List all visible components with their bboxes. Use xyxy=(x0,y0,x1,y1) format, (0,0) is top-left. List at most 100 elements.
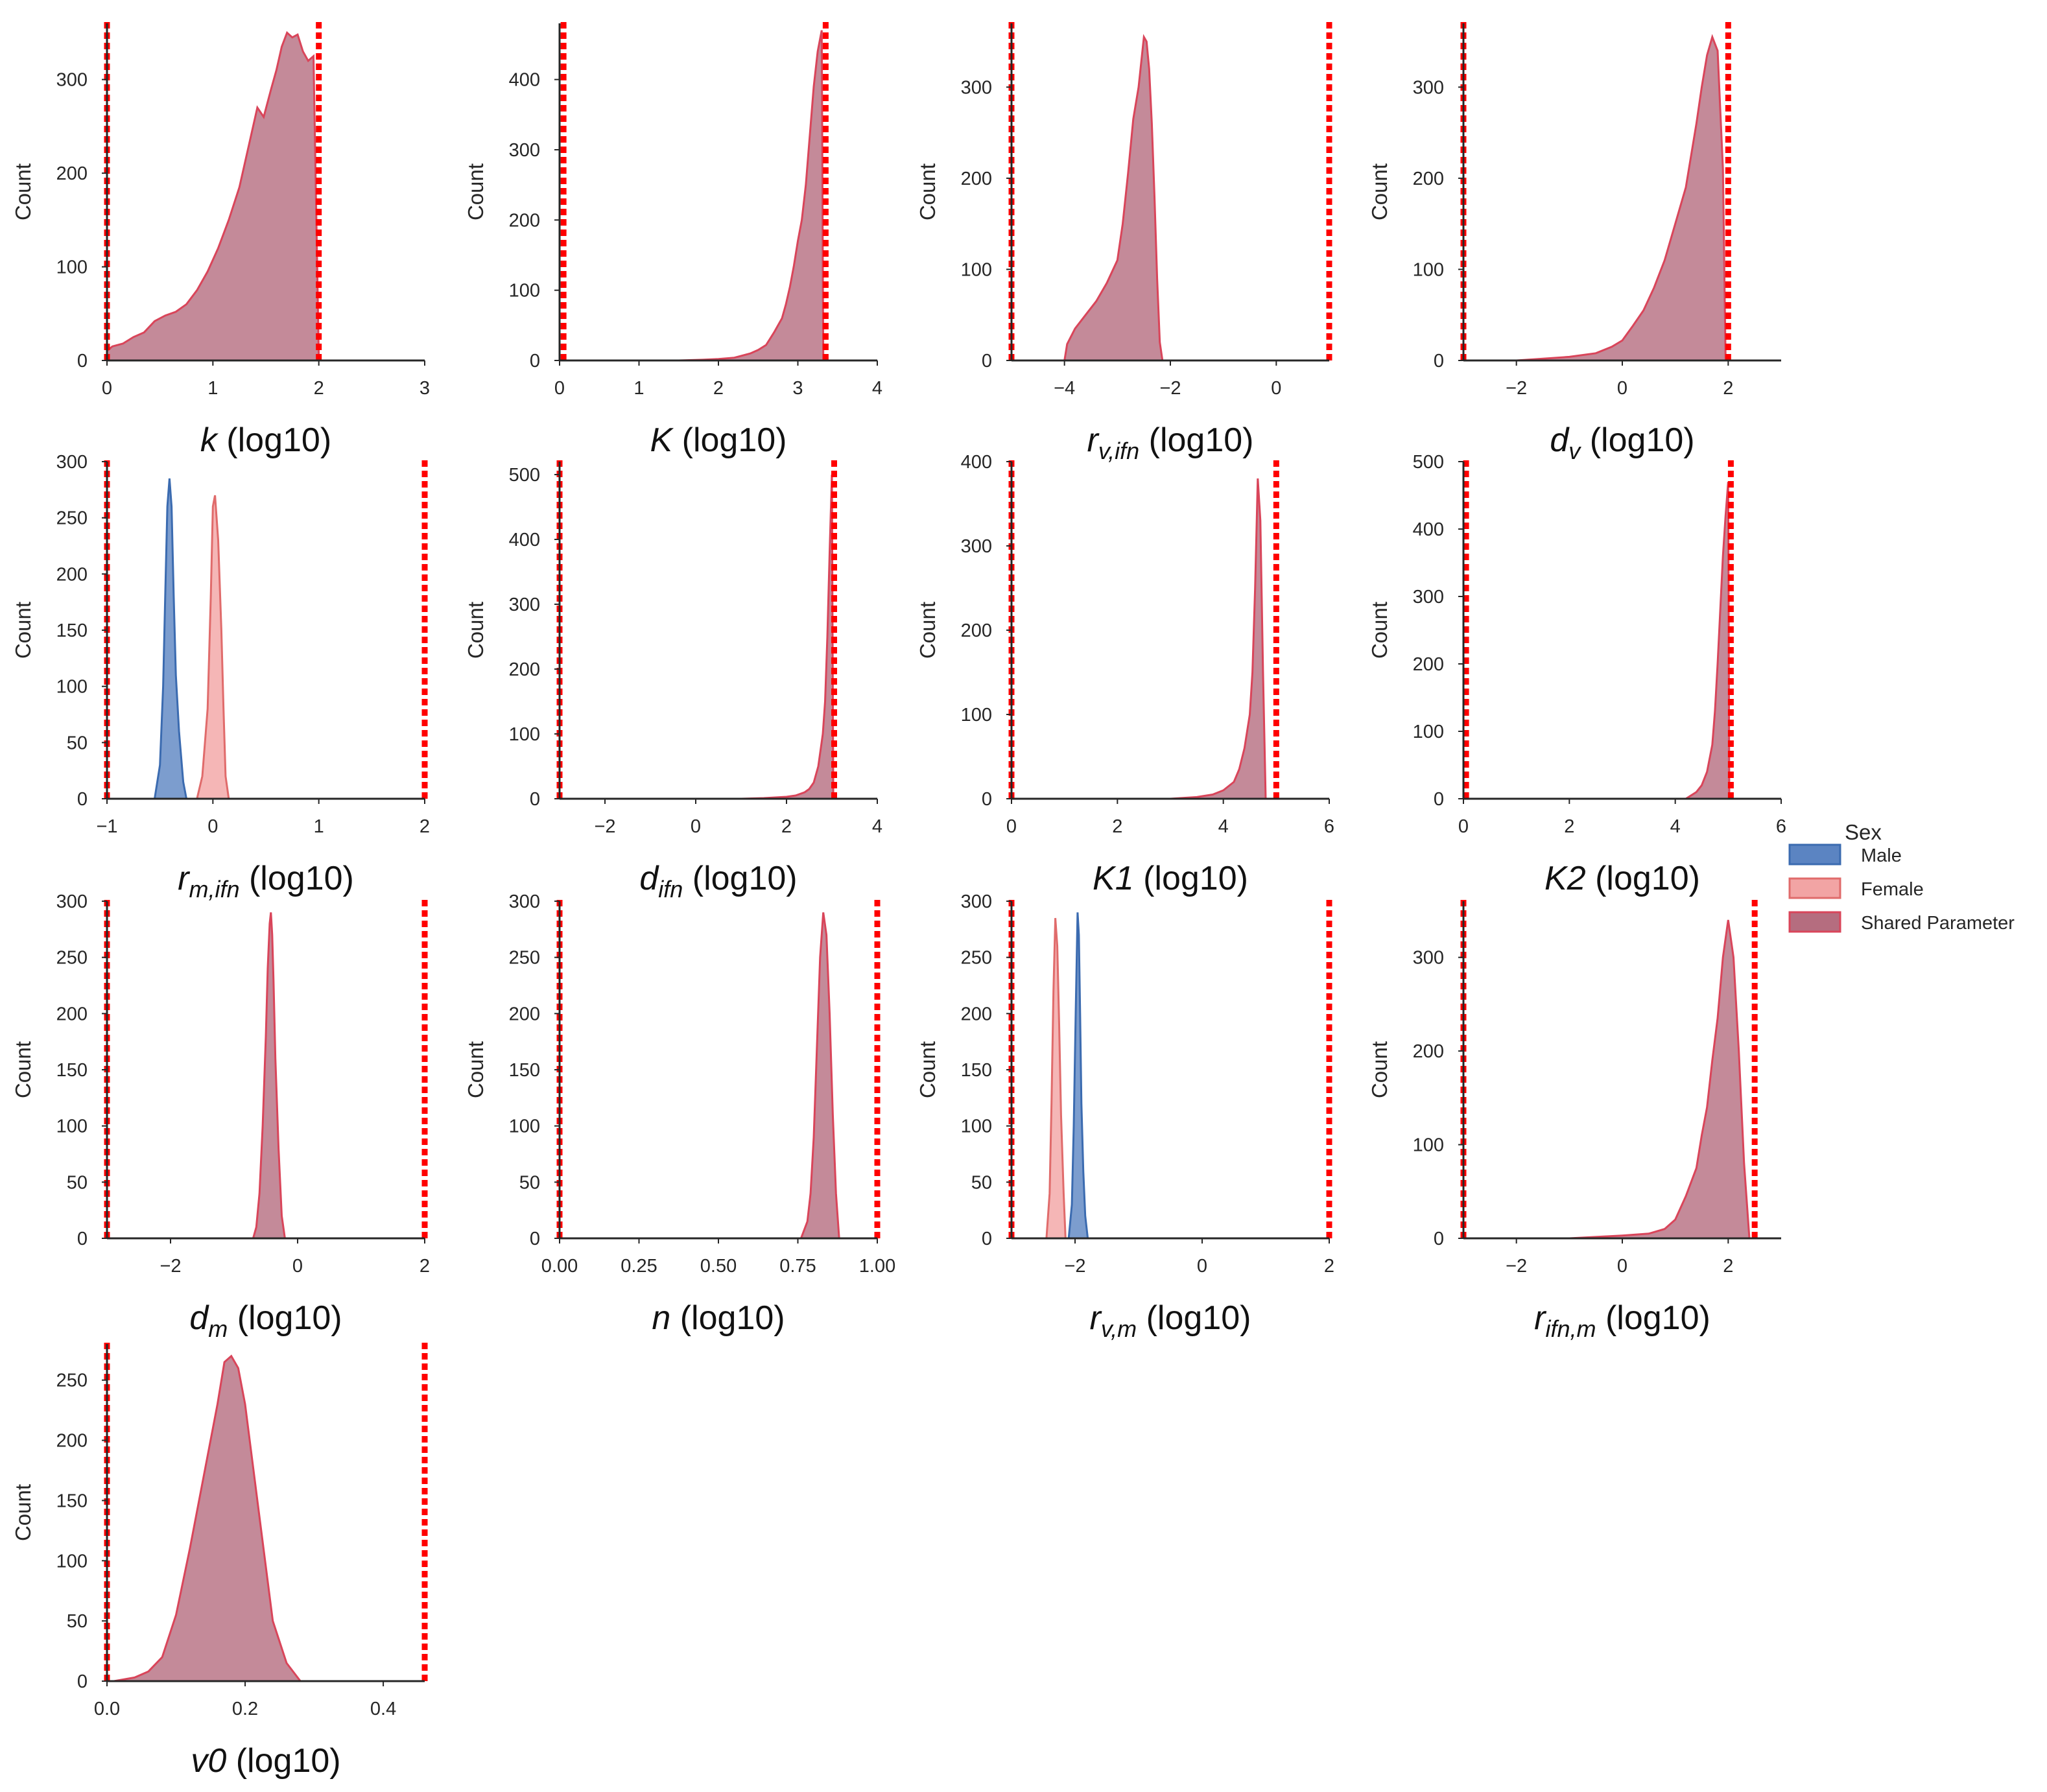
y-tick-label-v0-5: 250 xyxy=(56,1371,88,1391)
y-tick-label-n-1: 50 xyxy=(519,1172,540,1193)
x-axis-title-n: n (log10) xyxy=(652,1299,785,1337)
y-tick-label-r_m_ifn-3: 150 xyxy=(56,620,88,641)
y-tick-label-K2-5: 500 xyxy=(1413,452,1444,473)
y-tick-label-d_m-2: 100 xyxy=(56,1116,88,1137)
y-tick-label-n-4: 200 xyxy=(509,1004,540,1024)
legend-entry-shared: Shared Parameter xyxy=(1788,911,2015,934)
x-axis-title-suffix-v0: (log10) xyxy=(226,1742,340,1780)
y-tick-label-r_v_m-3: 150 xyxy=(961,1060,992,1081)
y-tick-label-d_v-2: 200 xyxy=(1413,169,1444,189)
x-tick-label-d_m-2: 2 xyxy=(420,1256,430,1277)
x-tick-label-d_v-1: 0 xyxy=(1617,378,1627,399)
y-tick-label-r_m_ifn-0: 0 xyxy=(77,789,88,810)
x-axis-title-suffix-d_v: (log10) xyxy=(1580,421,1694,459)
y-tick-label-r_v_m-4: 200 xyxy=(961,1004,992,1024)
y-axis-title-r_v_m: Count xyxy=(916,1041,940,1098)
x-axis-title-d_m: dm (log10) xyxy=(189,1299,342,1342)
y-tick-label-K2-1: 100 xyxy=(1413,722,1444,742)
y-tick-label-r_v_m-0: 0 xyxy=(982,1229,992,1249)
panel-d_ifn: −2 0 2 4 0 100 200 300 400 500 Count difn (log10) xyxy=(464,460,882,902)
x-tick-label-K2-1: 2 xyxy=(1564,816,1574,837)
y-tick-label-K-3: 300 xyxy=(509,140,540,161)
y-tick-label-r_m_ifn-1: 50 xyxy=(67,733,88,753)
x-tick-label-K-0: 0 xyxy=(554,378,565,399)
panel-K1: 0 2 4 6 0 100 200 300 400 Count K1 (log10) xyxy=(916,452,1334,897)
legend-swatch-male xyxy=(1788,843,1841,866)
x-axis-title-suffix-r_v_ifn: (log10) xyxy=(1139,421,1253,459)
y-tick-label-K2-0: 0 xyxy=(1434,789,1444,810)
x-axis-title-symbol-v0: v0 xyxy=(191,1742,226,1780)
legend-swatch-shared xyxy=(1788,911,1841,933)
y-tick-label-n-3: 150 xyxy=(509,1060,540,1081)
x-tick-label-r_ifn_m-1: 0 xyxy=(1617,1256,1627,1277)
series-area-v0-shared xyxy=(113,1354,303,1682)
x-axis-title-symbol-r_ifn_m: r xyxy=(1534,1299,1547,1337)
x-tick-label-d_v-0: −2 xyxy=(1506,378,1527,399)
y-tick-label-k-2: 200 xyxy=(56,163,88,184)
x-tick-label-n-3: 0.75 xyxy=(779,1256,816,1277)
y-axis-title-d_ifn: Count xyxy=(464,602,488,659)
x-tick-label-n-0: 0.00 xyxy=(541,1256,578,1277)
y-tick-label-r_v_m-1: 50 xyxy=(971,1172,992,1193)
y-tick-label-r_v_m-2: 100 xyxy=(961,1116,992,1137)
series-area-K-shared xyxy=(678,30,825,362)
x-tick-label-K-3: 3 xyxy=(792,378,803,399)
panel-r_ifn_m: −2 0 2 0 100 200 300 Count rifn,m (log10) xyxy=(1367,900,1781,1342)
y-tick-label-K1-0: 0 xyxy=(982,789,992,810)
x-axis-title-suffix-K1: (log10) xyxy=(1134,860,1248,897)
x-axis-title-suffix-d_ifn: (log10) xyxy=(683,860,797,897)
panel-r_v_m: −2 0 2 0 50 100 150 200 250 300 Count rv,m (log10) xyxy=(916,891,1334,1342)
legend-swatch-female xyxy=(1788,877,1841,899)
x-tick-label-K1-1: 2 xyxy=(1112,816,1122,837)
legend: Sex Male Female Shared Parameter xyxy=(1788,820,2015,934)
y-tick-label-r_v_m-6: 300 xyxy=(961,891,992,912)
y-tick-label-v0-0: 0 xyxy=(77,1671,88,1692)
x-axis-title-symbol-r_m_ifn: r xyxy=(178,860,191,897)
series-area-d_m-shared xyxy=(252,912,287,1240)
x-tick-label-r_v_ifn-1: −2 xyxy=(1159,378,1181,399)
x-tick-label-v0-1: 0.2 xyxy=(232,1699,258,1719)
x-axis-title-d_v: dv (log10) xyxy=(1550,421,1694,464)
y-tick-label-r_v_ifn-3: 300 xyxy=(961,77,992,98)
series-area-r_v_m-female xyxy=(1045,917,1067,1240)
x-tick-label-v0-0: 0.0 xyxy=(94,1699,120,1719)
x-tick-label-k-2: 2 xyxy=(314,378,324,399)
x-axis-title-suffix-n: (log10) xyxy=(670,1299,785,1337)
panel-K: 0 1 2 3 4 0 100 200 300 400 Count K (log10) xyxy=(464,22,882,459)
y-tick-label-K2-2: 200 xyxy=(1413,654,1444,675)
y-tick-label-d_ifn-3: 300 xyxy=(509,595,540,615)
y-tick-label-r_v_ifn-2: 200 xyxy=(961,169,992,189)
x-tick-label-d_m-1: 0 xyxy=(292,1256,303,1277)
x-tick-label-n-1: 0.25 xyxy=(621,1256,657,1277)
y-tick-label-d_ifn-4: 400 xyxy=(509,530,540,550)
x-tick-label-d_v-2: 2 xyxy=(1723,378,1733,399)
y-tick-label-r_ifn_m-3: 300 xyxy=(1413,948,1444,969)
series-area-r_m_ifn-male xyxy=(153,478,188,800)
x-axis-title-subscript-r_ifn_m: ifn,m xyxy=(1546,1315,1596,1342)
series-area-n-shared xyxy=(799,912,840,1240)
x-tick-label-K-4: 4 xyxy=(872,378,882,399)
y-tick-label-K2-4: 400 xyxy=(1413,519,1444,540)
series-area-d_v-shared xyxy=(1516,34,1727,362)
x-tick-label-K-1: 1 xyxy=(633,378,644,399)
x-tick-label-r_m_ifn-0: −1 xyxy=(96,816,117,837)
y-axis-title-n: Count xyxy=(464,1041,488,1098)
x-tick-label-r_ifn_m-2: 2 xyxy=(1723,1256,1733,1277)
series-area-K2-shared xyxy=(1682,482,1731,800)
x-tick-label-k-1: 1 xyxy=(207,378,218,399)
x-axis-title-subscript-r_m_ifn: m,ifn xyxy=(189,876,240,902)
series-area-r_m_ifn-female xyxy=(195,495,230,800)
legend-label-shared: Shared Parameter xyxy=(1861,913,2015,934)
series-area-r_v_ifn-shared xyxy=(1063,34,1164,362)
x-tick-label-K1-0: 0 xyxy=(1006,816,1017,837)
y-tick-label-v0-2: 100 xyxy=(56,1551,88,1572)
y-tick-label-d_m-1: 50 xyxy=(67,1172,88,1193)
panel-v0: 0.0 0.2 0.4 0 50 100 150 200 250 Count v0 (log10) xyxy=(11,1343,428,1780)
legend-entry-male: Male xyxy=(1788,843,1902,866)
panel-r_v_ifn: −4 −2 0 0 100 200 300 Count rv,ifn (log10) xyxy=(916,22,1332,464)
x-tick-label-n-2: 0.50 xyxy=(700,1256,737,1277)
x-tick-label-d_ifn-2: 2 xyxy=(781,816,792,837)
y-tick-label-k-3: 300 xyxy=(56,70,88,91)
y-axis-title-v0: Count xyxy=(11,1484,35,1541)
